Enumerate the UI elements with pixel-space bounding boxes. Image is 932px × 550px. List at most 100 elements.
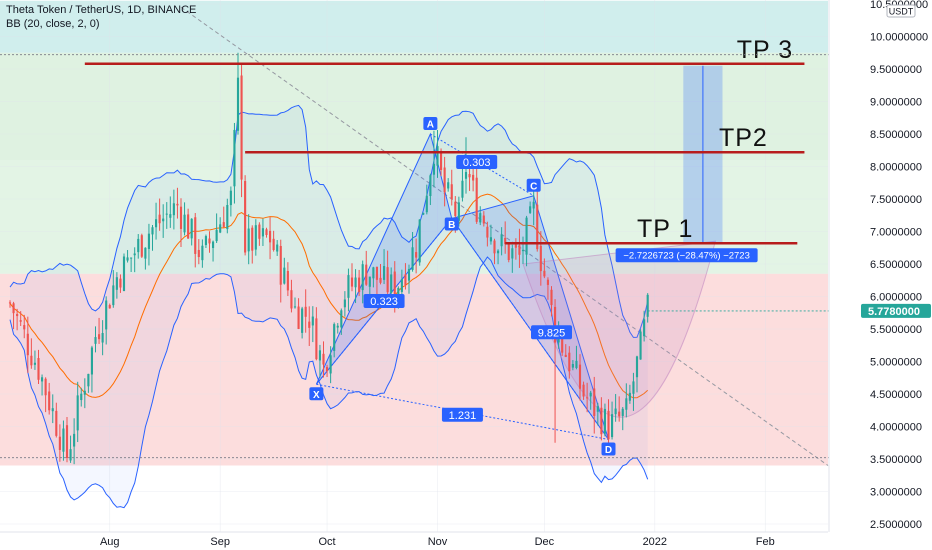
candle-body xyxy=(529,206,532,213)
pattern-ratio-label[interactable]: 1.231 xyxy=(449,410,477,422)
price-tick-label: 5.0000000 xyxy=(870,357,922,369)
candle-body xyxy=(586,397,589,399)
candle-body xyxy=(372,267,375,279)
time-tick-label: 2022 xyxy=(643,536,667,548)
price-axis[interactable]: 10.500000010.00000009.50000009.00000008.… xyxy=(828,0,932,550)
candle-body xyxy=(197,249,200,258)
pattern-ratio-label[interactable]: 0.323 xyxy=(370,296,398,308)
candle-body xyxy=(76,395,79,431)
candle-body xyxy=(400,279,403,292)
last-price-tag[interactable]: 5.7780000 xyxy=(868,306,920,318)
candle-body xyxy=(283,267,286,284)
candle-body xyxy=(422,212,425,215)
candle-body xyxy=(639,331,642,360)
candle-body xyxy=(126,257,129,261)
candle-body xyxy=(73,433,76,447)
candle-body xyxy=(268,230,272,243)
candle-body xyxy=(610,414,614,438)
candle-body xyxy=(304,306,307,317)
dashed-trendline[interactable] xyxy=(180,6,829,466)
pattern-ratio-label[interactable]: 9.825 xyxy=(538,327,566,339)
candle-body xyxy=(621,408,624,416)
candle-body xyxy=(390,274,393,294)
candle-body xyxy=(635,356,639,378)
candle-body xyxy=(154,219,158,228)
candle-body xyxy=(333,324,336,351)
legend-symbol-title[interactable]: Theta Token / TetherUS, 1D, BINANCE xyxy=(6,4,197,16)
candle-body xyxy=(133,253,136,256)
pattern-point-b[interactable]: B xyxy=(448,220,455,231)
bb-fill xyxy=(10,105,648,508)
candle-body xyxy=(500,234,503,247)
candle-body xyxy=(222,222,225,227)
candle-body xyxy=(130,257,133,259)
candle-body xyxy=(550,289,553,306)
candle-body xyxy=(432,163,436,175)
price-tick-label: 3.5000000 xyxy=(870,454,922,466)
price-tick-label: 6.0000000 xyxy=(870,292,922,304)
candle-body xyxy=(297,306,300,329)
candle-body xyxy=(511,248,514,259)
targets[interactable]: TP 1 TP2 TP 3 xyxy=(84,36,805,245)
candle-body xyxy=(176,203,179,206)
pattern-point-bg xyxy=(423,117,438,130)
candle-body xyxy=(418,219,421,263)
pattern-point-d[interactable]: D xyxy=(605,445,612,456)
candle-body xyxy=(244,181,247,253)
candle-body xyxy=(254,225,257,250)
candle-body xyxy=(162,218,165,222)
candle-body xyxy=(632,381,635,394)
time-axis[interactable]: Aug Sep Oct Nov Dec 2022 Feb xyxy=(0,531,932,550)
candle-body xyxy=(472,174,475,181)
pattern-point-a[interactable]: A xyxy=(427,120,434,131)
candle-body xyxy=(450,184,453,200)
candle-body xyxy=(643,319,646,337)
candle-body xyxy=(407,268,411,281)
candle-body xyxy=(379,277,382,283)
candle-body xyxy=(265,229,268,235)
pattern-leg-bd xyxy=(451,218,609,440)
candle-body xyxy=(58,436,61,450)
candle-body xyxy=(536,204,539,250)
pattern-point-c[interactable]: C xyxy=(530,181,537,192)
candle-body xyxy=(215,229,218,242)
projection-curve[interactable] xyxy=(522,240,717,418)
candle-body xyxy=(94,337,97,344)
candle-body xyxy=(30,355,33,366)
pattern-ratio-label[interactable]: 0.303 xyxy=(463,157,491,169)
candle-body xyxy=(532,201,535,209)
time-tick-label: Sep xyxy=(210,536,230,548)
bb-lower-band[interactable] xyxy=(9,256,649,509)
time-tick-label: Feb xyxy=(756,536,775,548)
candle-body xyxy=(233,129,236,187)
currency-badge-bg xyxy=(886,4,916,18)
pattern-point-bg xyxy=(601,442,616,456)
candle-body xyxy=(311,316,314,326)
price-tick-label: 4.0000000 xyxy=(870,422,922,434)
currency-badge[interactable]: USDT xyxy=(889,7,914,17)
ratio-label-bg xyxy=(363,294,405,309)
bb-upper-band[interactable] xyxy=(9,104,649,338)
candle-body xyxy=(340,310,343,328)
bollinger-bands[interactable] xyxy=(9,104,649,509)
candle-body xyxy=(40,377,44,382)
candle-body xyxy=(454,201,457,216)
candle-body xyxy=(229,190,232,206)
legend-indicator[interactable]: BB (20, close, 2, 0) xyxy=(6,18,100,30)
pattern-point-x[interactable]: X xyxy=(313,390,320,401)
candle-body xyxy=(290,290,293,309)
bb-basis[interactable] xyxy=(9,193,649,399)
candle-body xyxy=(578,364,582,389)
time-tick-label: Nov xyxy=(428,536,448,548)
grid xyxy=(0,0,828,532)
candle-body xyxy=(561,338,564,353)
candle-body xyxy=(504,237,507,245)
candle-body xyxy=(404,274,407,285)
candle-body xyxy=(425,195,428,213)
candle-body xyxy=(108,305,111,309)
candle-body xyxy=(315,318,318,360)
candle-body xyxy=(140,235,143,257)
candle-body xyxy=(518,245,521,255)
